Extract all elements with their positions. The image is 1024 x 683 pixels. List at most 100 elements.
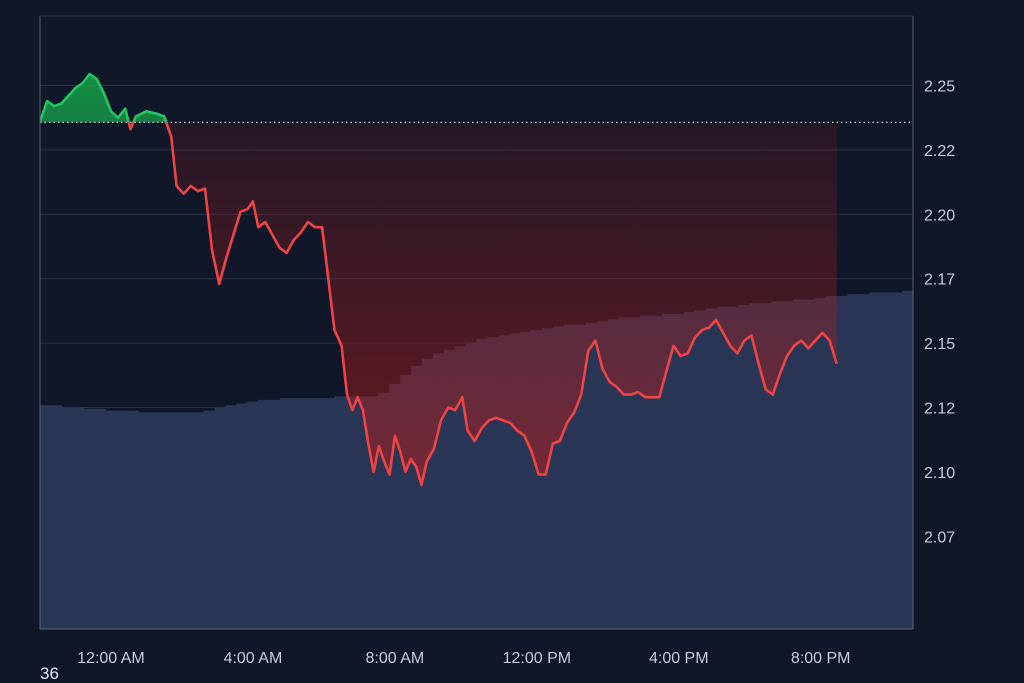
- volume-bar: [269, 399, 281, 629]
- volume-bar: [716, 306, 729, 629]
- volume-bar: [290, 398, 303, 629]
- volume-bar: [116, 410, 128, 629]
- volume-bar: [160, 412, 172, 629]
- x-tick-label: 4:00 AM: [224, 650, 283, 667]
- y-tick-label: 2.20: [924, 207, 955, 224]
- volume-bar: [280, 398, 292, 629]
- volume-bar: [400, 374, 412, 629]
- volume-bar: [61, 407, 74, 629]
- volume-bar: [334, 396, 347, 629]
- volume-bar: [487, 337, 499, 629]
- volume-bar: [40, 405, 52, 629]
- volume-bar: [880, 292, 892, 629]
- volume-bar: [443, 349, 456, 629]
- volume-bar: [301, 398, 314, 629]
- volume-bar: [760, 303, 772, 629]
- x-axis: 12:00 AM 4:00 AM 8:00 AM 12:00 PM 4:00 PM 8:0…: [77, 650, 850, 667]
- x-tick-label: 12:00 PM: [503, 650, 571, 667]
- volume-bar: [662, 313, 674, 629]
- area-above-baseline: [40, 74, 167, 123]
- volume-bar: [629, 317, 641, 629]
- volume-bar: [498, 335, 510, 629]
- volume-bar: [694, 310, 707, 629]
- volume-bar: [552, 326, 565, 629]
- volume-bar: [378, 392, 390, 629]
- volume-bar: [596, 321, 609, 629]
- volume-bar: [858, 294, 870, 629]
- plot-frame: [39, 15, 914, 630]
- y-tick-label: 2.22: [924, 143, 955, 160]
- volume-bar: [869, 292, 881, 629]
- volume-bar: [531, 330, 543, 629]
- volume-bar: [585, 322, 598, 629]
- volume-bar: [672, 313, 685, 629]
- y-tick-label: 2.17: [924, 272, 955, 289]
- volume-bar: [389, 383, 401, 629]
- volume-bar: [825, 296, 838, 629]
- volume-bar: [127, 410, 139, 629]
- volume-bar: [618, 317, 630, 629]
- volume-bar: [94, 408, 107, 629]
- volume-bar: [345, 396, 358, 629]
- volume-bar: [509, 333, 521, 629]
- volume-bar: [891, 292, 903, 629]
- corner-label: 36: [40, 664, 59, 683]
- y-tick-label: 2.07: [924, 529, 955, 546]
- volume-bar: [727, 306, 739, 629]
- volume-bar: [541, 328, 554, 629]
- volume-bar: [421, 358, 434, 629]
- volume-bar: [738, 305, 750, 629]
- volume-bar: [149, 412, 161, 629]
- volume-bar: [782, 301, 794, 629]
- x-tick-label: 8:00 PM: [791, 650, 851, 667]
- volume-bar: [367, 396, 379, 629]
- volume-bar: [323, 398, 336, 629]
- volume-bar: [192, 412, 205, 629]
- volume-bar: [50, 405, 63, 629]
- volume-bar: [683, 312, 696, 629]
- volume-bar: [803, 299, 816, 629]
- volume-bar: [105, 410, 117, 629]
- volume-bar: [563, 324, 576, 629]
- y-tick-label: 2.25: [924, 79, 955, 96]
- volume-bar: [847, 294, 860, 629]
- x-tick-label: 8:00 AM: [366, 650, 425, 667]
- volume-bar: [236, 403, 248, 629]
- volume-bar: [607, 319, 619, 629]
- price-line-down: [127, 122, 838, 487]
- volume-bars: [40, 290, 914, 629]
- volume-bar: [247, 401, 259, 629]
- volume-bar: [356, 396, 368, 629]
- volume-bar: [749, 303, 761, 629]
- volume-bar: [181, 412, 194, 629]
- y-tick-label: 2.10: [924, 465, 955, 482]
- volume-bar: [814, 297, 827, 629]
- volume-bar: [214, 407, 227, 629]
- volume-bar: [465, 342, 478, 629]
- volume-bar: [72, 407, 85, 629]
- volume-bar: [476, 339, 489, 629]
- volume-bar: [83, 408, 96, 629]
- y-tick-label: 2.12: [924, 400, 955, 417]
- volume-bar: [203, 410, 216, 629]
- volume-bar: [454, 346, 467, 629]
- volume-bar: [836, 296, 849, 629]
- price-line: [40, 72, 838, 487]
- x-tick-label: 12:00 AM: [77, 650, 145, 667]
- x-tick-label: 4:00 PM: [649, 650, 709, 667]
- volume-bar: [705, 308, 718, 629]
- volume-bar: [574, 324, 587, 629]
- volume-bar: [170, 412, 183, 629]
- volume-bar: [432, 353, 445, 629]
- volume-bar: [651, 315, 663, 629]
- y-tick-label: 2.15: [924, 336, 955, 353]
- volume-bar: [312, 398, 325, 629]
- volume-bar: [902, 290, 914, 629]
- volume-bar: [640, 315, 652, 629]
- volume-bar: [411, 365, 423, 629]
- volume-bar: [792, 299, 805, 629]
- volume-bar: [225, 405, 238, 629]
- volume-bar: [771, 301, 783, 629]
- y-axis: 2.25 2.22 2.20 2.17 2.15 2.12 2.10 2.07: [924, 79, 955, 547]
